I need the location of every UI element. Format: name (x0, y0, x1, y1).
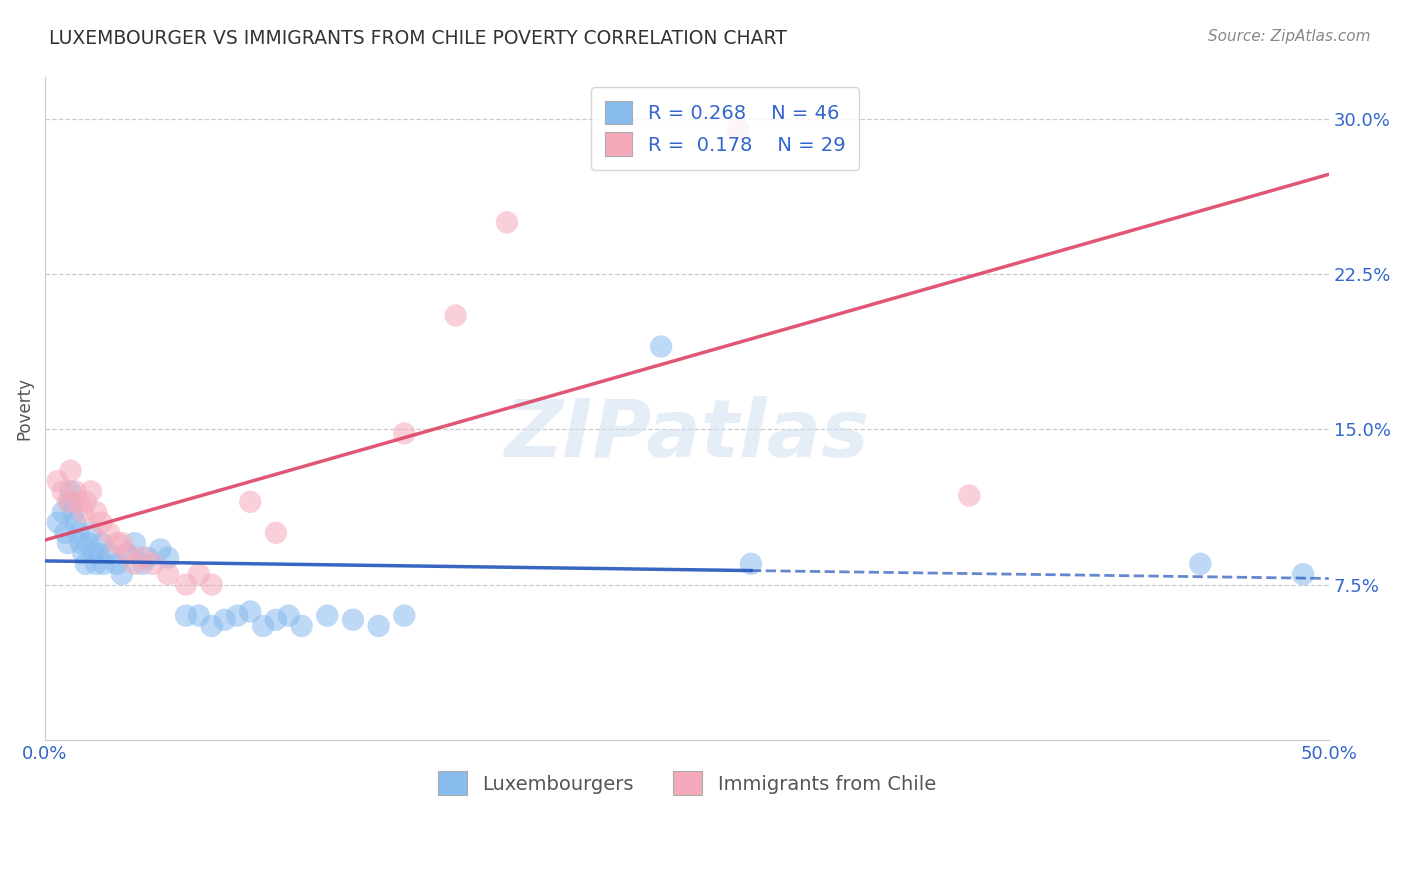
Point (87, 547, 110, 561)
Point (239, 495, 262, 509)
Point (496, 215, 519, 229)
Point (93, 557, 115, 571)
Point (59, 484, 82, 499)
Point (174, 577, 197, 591)
Point (174, 608, 197, 623)
Point (72, 547, 94, 561)
Point (264, 613, 287, 627)
Point (52, 484, 75, 499)
Point (80, 484, 103, 499)
Point (80, 525, 103, 540)
Text: ZIPatlas: ZIPatlas (505, 396, 869, 475)
Point (444, 309, 467, 323)
Point (67, 495, 90, 509)
Point (75, 495, 97, 509)
Point (53, 525, 76, 540)
Point (90, 516, 112, 530)
Point (90, 536, 112, 550)
Point (367, 619, 389, 633)
Point (115, 547, 138, 561)
Point (1292, 567, 1315, 582)
Point (56, 536, 79, 550)
Point (291, 619, 314, 633)
Point (59, 495, 82, 509)
Point (394, 608, 416, 623)
Point (277, 608, 299, 623)
Point (46, 474, 69, 488)
Point (65, 516, 87, 530)
Y-axis label: Poverty: Poverty (15, 377, 32, 440)
Text: LUXEMBOURGER VS IMMIGRANTS FROM CHILE POVERTY CORRELATION CHART: LUXEMBOURGER VS IMMIGRANTS FROM CHILE PO… (49, 29, 787, 47)
Point (727, 122, 749, 136)
Point (59, 464, 82, 478)
Point (111, 567, 134, 582)
Point (187, 608, 209, 623)
Point (201, 619, 224, 633)
Point (65, 484, 87, 499)
Point (56, 495, 79, 509)
Point (46, 516, 69, 530)
Point (115, 547, 138, 561)
Point (226, 608, 249, 623)
Point (342, 613, 364, 627)
Point (316, 608, 339, 623)
Point (75, 557, 97, 571)
Point (84, 557, 107, 571)
Point (740, 557, 762, 571)
Point (124, 536, 146, 550)
Text: Source: ZipAtlas.com: Source: ZipAtlas.com (1208, 29, 1371, 44)
Point (69, 536, 91, 550)
Point (650, 339, 672, 353)
Point (131, 550, 153, 565)
Point (84, 505, 107, 519)
Point (136, 550, 159, 565)
Point (131, 557, 153, 571)
Point (214, 613, 236, 627)
Point (98, 525, 121, 540)
Point (264, 525, 287, 540)
Point (124, 557, 146, 571)
Point (1189, 557, 1212, 571)
Point (157, 567, 180, 582)
Point (105, 536, 128, 550)
Point (67, 525, 90, 540)
Point (201, 577, 224, 591)
Point (72, 505, 94, 519)
Point (149, 542, 172, 557)
Point (142, 557, 165, 571)
Point (52, 505, 75, 519)
Point (111, 536, 134, 550)
Point (157, 550, 180, 565)
Point (239, 605, 262, 619)
Point (77, 536, 100, 550)
Point (62, 505, 84, 519)
Legend: Luxembourgers, Immigrants from Chile: Luxembourgers, Immigrants from Chile (430, 764, 943, 803)
Point (187, 567, 209, 582)
Point (98, 547, 121, 561)
Point (105, 557, 128, 571)
Point (957, 489, 980, 503)
Point (394, 426, 416, 441)
Point (83, 547, 105, 561)
Point (252, 619, 274, 633)
